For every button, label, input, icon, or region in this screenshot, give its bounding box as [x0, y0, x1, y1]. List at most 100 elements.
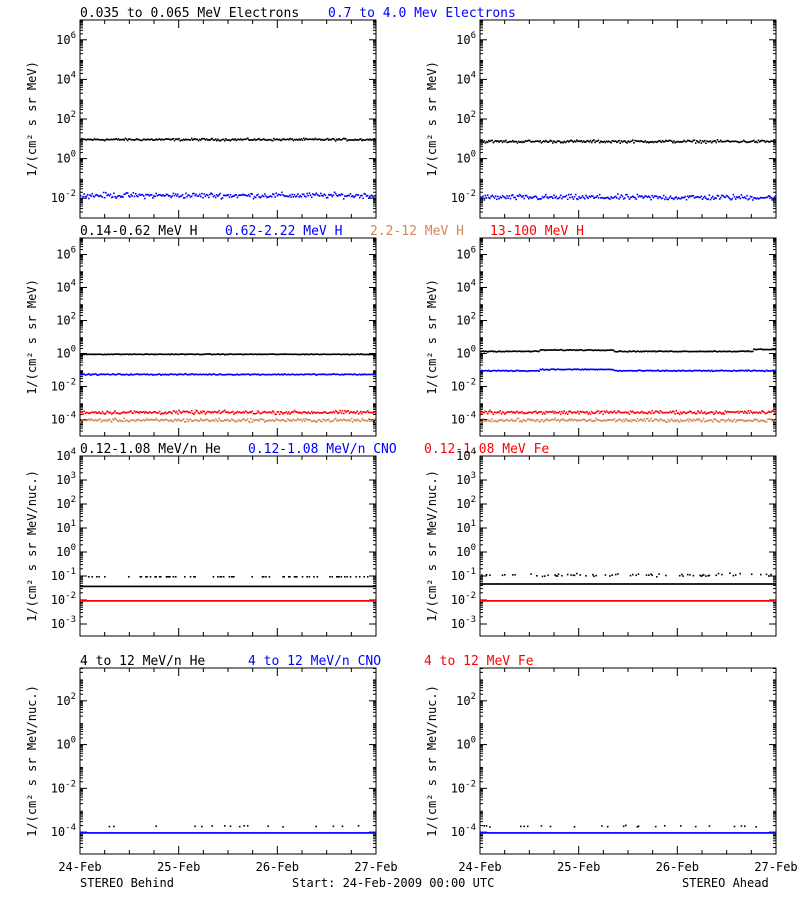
data-points-ahead — [480, 139, 778, 201]
data-point — [186, 196, 188, 198]
data-point — [101, 413, 103, 415]
data-point — [555, 196, 557, 198]
data-point — [598, 140, 600, 142]
data-point — [712, 196, 714, 198]
data-point — [205, 195, 207, 197]
data-point — [247, 137, 249, 139]
data-point — [735, 198, 737, 200]
data-point — [367, 195, 369, 197]
data-point — [661, 142, 663, 144]
data-point — [575, 141, 577, 143]
data-point — [191, 196, 193, 198]
data-point — [309, 576, 311, 578]
data-point — [487, 194, 489, 196]
data-point — [559, 197, 561, 199]
data-point — [269, 576, 271, 578]
data-point — [587, 198, 589, 200]
data-point — [344, 576, 346, 578]
data-point — [99, 419, 101, 421]
data-point — [651, 195, 653, 197]
data-point — [357, 410, 359, 412]
data-point — [88, 576, 90, 578]
data-point — [537, 419, 539, 421]
data-point — [160, 576, 162, 578]
data-point — [773, 198, 775, 200]
data-point — [325, 194, 327, 196]
data-point — [570, 420, 572, 422]
data-point — [317, 421, 319, 423]
y-axis-label: 1/(cm² s sr MeV) — [25, 61, 39, 177]
data-point — [602, 413, 604, 415]
data-point — [712, 421, 714, 423]
data-point — [703, 418, 705, 420]
data-point — [675, 196, 677, 198]
plot-frame — [480, 238, 776, 436]
data-point — [351, 418, 353, 420]
data-point — [616, 412, 618, 414]
data-point — [670, 420, 672, 422]
data-point — [191, 410, 193, 412]
data-point — [499, 410, 501, 412]
data-point — [342, 410, 344, 412]
data-point — [233, 576, 235, 578]
data-point — [275, 413, 277, 415]
data-point — [343, 413, 345, 415]
data-point — [632, 139, 634, 141]
data-point — [133, 412, 135, 414]
data-point — [554, 418, 556, 420]
data-point — [674, 419, 676, 421]
data-point — [341, 576, 343, 578]
data-point — [704, 411, 706, 413]
data-point — [354, 196, 356, 198]
data-point — [258, 420, 260, 422]
data-point — [310, 413, 312, 415]
data-point — [728, 418, 730, 420]
data-point — [586, 411, 588, 413]
data-point — [185, 421, 187, 423]
data-point — [158, 412, 160, 414]
y-tick-label: 106 — [456, 31, 476, 47]
data-point — [221, 576, 223, 578]
data-point — [224, 140, 226, 142]
data-point — [281, 192, 283, 194]
data-point — [582, 195, 584, 197]
data-point — [569, 197, 571, 199]
data-point — [250, 418, 252, 420]
data-point — [273, 411, 275, 413]
data-point — [190, 576, 192, 578]
data-point — [704, 140, 706, 142]
data-point — [222, 197, 224, 199]
legend-entry: 13-100 MeV H — [490, 224, 584, 239]
data-point — [369, 421, 371, 423]
data-point — [178, 410, 180, 412]
data-point — [283, 576, 285, 578]
data-point — [621, 194, 623, 196]
data-point — [518, 195, 520, 197]
data-point — [187, 421, 189, 423]
data-point — [112, 196, 114, 198]
data-point — [645, 140, 647, 142]
data-point — [229, 196, 231, 198]
data-point — [339, 195, 341, 197]
data-point — [696, 413, 698, 415]
data-point — [341, 412, 343, 414]
data-point — [553, 195, 555, 197]
data-point — [523, 142, 525, 144]
data-point — [310, 419, 312, 421]
y-tick-label: 10-2 — [51, 378, 76, 394]
data-point — [105, 192, 107, 194]
data-point — [193, 193, 195, 195]
data-point — [251, 576, 253, 578]
data-point — [509, 195, 511, 197]
data-point — [649, 197, 651, 199]
data-point — [705, 142, 707, 144]
data-point — [505, 140, 507, 142]
data-point — [701, 142, 703, 144]
data-point — [498, 198, 500, 200]
data-point — [552, 197, 554, 199]
data-point — [496, 199, 498, 201]
data-point — [662, 197, 664, 199]
data-point — [275, 192, 277, 194]
data-point — [723, 413, 725, 415]
data-point — [144, 198, 146, 200]
